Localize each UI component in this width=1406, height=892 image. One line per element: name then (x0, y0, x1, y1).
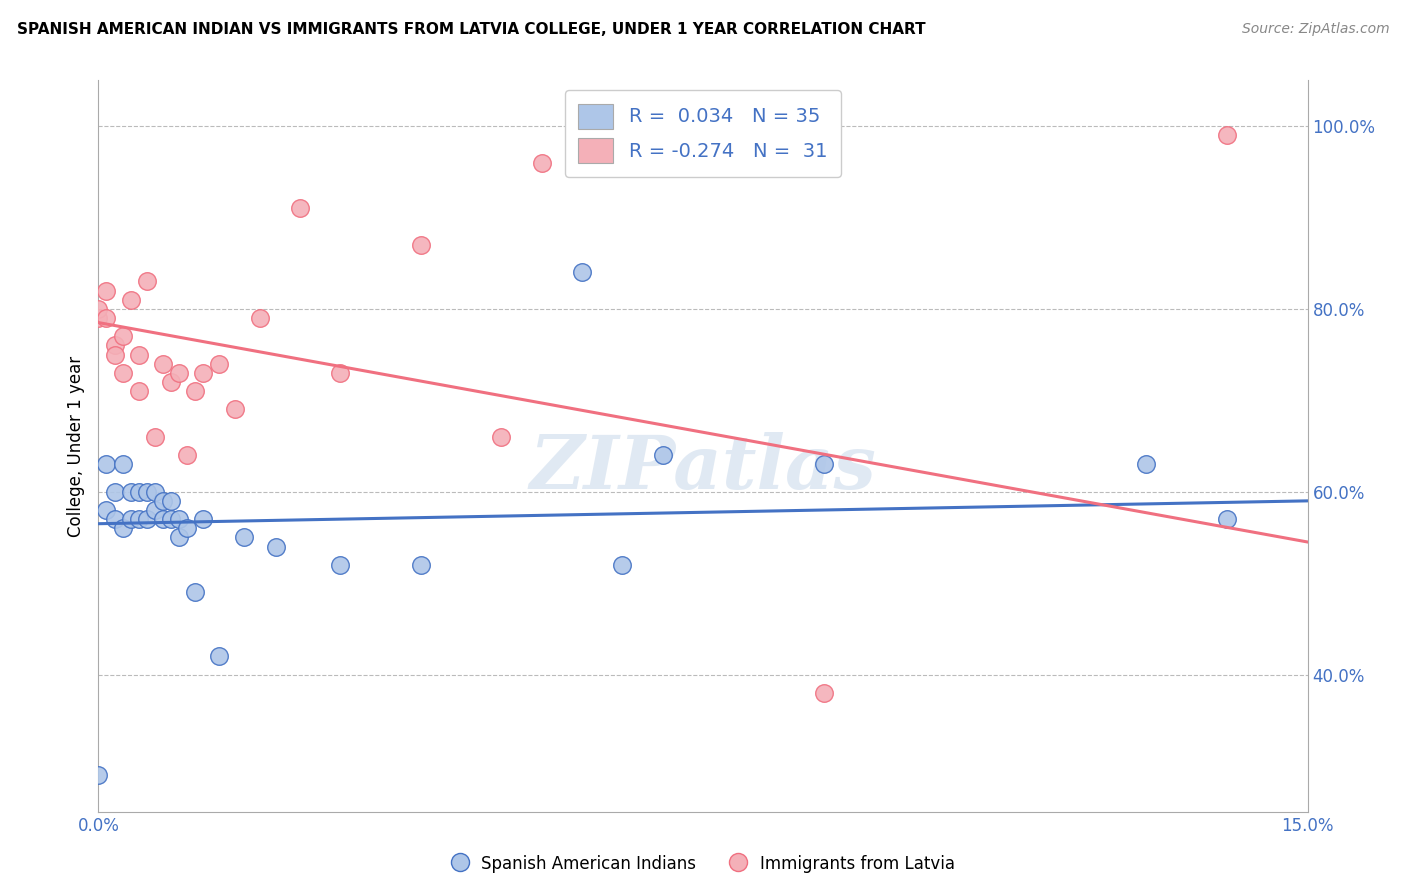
Point (160, 494, 183, 508)
Point (491, 430, 513, 444)
Point (224, 402, 246, 417)
Point (103, 484, 125, 499)
Point (160, 375, 183, 389)
Point (1135, 458, 1157, 472)
Point (111, 521, 134, 535)
Point (87, 768, 110, 782)
Point (1216, 512, 1239, 526)
Point (184, 585, 207, 599)
Text: ZIPatlas: ZIPatlas (530, 432, 876, 504)
Text: SPANISH AMERICAN INDIAN VS IMMIGRANTS FROM LATVIA COLLEGE, UNDER 1 YEAR CORRELAT: SPANISH AMERICAN INDIAN VS IMMIGRANTS FR… (17, 22, 925, 37)
Point (409, 238, 432, 252)
Point (120, 512, 142, 526)
Point (87, 301, 110, 316)
Point (135, 512, 157, 526)
Point (103, 338, 125, 352)
Point (176, 521, 198, 535)
Point (111, 458, 134, 472)
Point (288, 201, 311, 215)
Point (167, 530, 190, 544)
Point (96, 284, 118, 298)
Point (329, 558, 352, 572)
Y-axis label: College, Under 1 year: College, Under 1 year (66, 355, 84, 537)
Point (96, 458, 118, 472)
Point (111, 366, 134, 380)
Point (193, 366, 215, 380)
Point (208, 357, 231, 371)
Point (103, 348, 125, 362)
Point (232, 530, 254, 544)
Point (128, 512, 150, 526)
Point (530, 155, 553, 169)
Point (813, 458, 835, 472)
Point (249, 310, 271, 325)
Point (152, 357, 174, 371)
Point (160, 512, 183, 526)
Point (135, 484, 157, 499)
Point (329, 366, 352, 380)
Point (167, 512, 190, 526)
Point (103, 512, 125, 526)
Point (176, 448, 198, 462)
Point (612, 558, 634, 572)
Point (96, 310, 118, 325)
Point (120, 293, 142, 307)
Point (193, 512, 215, 526)
Point (135, 275, 157, 289)
Point (143, 430, 166, 444)
Text: Source: ZipAtlas.com: Source: ZipAtlas.com (1241, 22, 1389, 37)
Point (152, 494, 174, 508)
Point (264, 540, 287, 554)
Point (143, 503, 166, 517)
Point (120, 484, 142, 499)
Point (1216, 128, 1239, 143)
Point (409, 558, 432, 572)
Point (152, 512, 174, 526)
Point (143, 484, 166, 499)
Point (813, 686, 835, 700)
Point (128, 484, 150, 499)
Legend: R =  0.034   N = 35, R = -0.274   N =  31: R = 0.034 N = 35, R = -0.274 N = 31 (565, 90, 841, 177)
Point (571, 265, 593, 279)
Point (96, 503, 118, 517)
Point (128, 348, 150, 362)
Point (208, 649, 231, 664)
Point (167, 366, 190, 380)
Point (111, 329, 134, 343)
Legend: Spanish American Indians, Immigrants from Latvia: Spanish American Indians, Immigrants fro… (444, 848, 962, 880)
Point (128, 384, 150, 399)
Point (651, 448, 673, 462)
Point (184, 384, 207, 399)
Point (87, 310, 110, 325)
